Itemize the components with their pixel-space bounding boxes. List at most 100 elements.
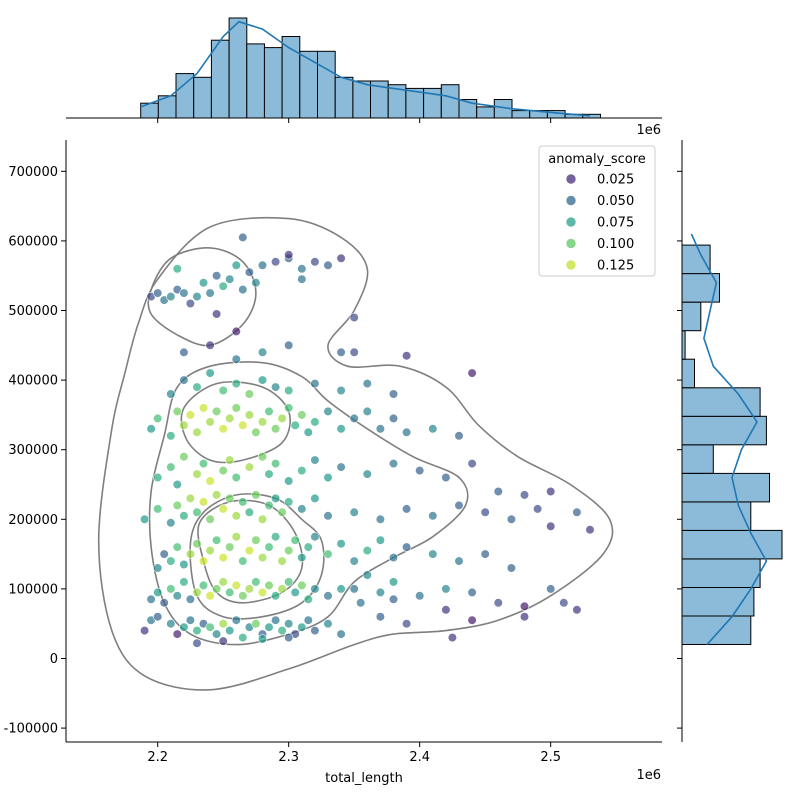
scatter-point [244, 267, 254, 277]
scatter-point [447, 632, 458, 643]
scatter-point [297, 622, 307, 632]
scatter-point [166, 518, 176, 528]
scatter-point [290, 535, 300, 545]
kde-contours [97, 216, 614, 691]
scatter-point [231, 615, 241, 625]
scatter-point [532, 504, 543, 514]
scatter-point [231, 379, 241, 389]
scatter-point [185, 298, 195, 309]
scatter-point [212, 309, 222, 319]
scatter-point [310, 417, 320, 427]
scatter-point [205, 417, 215, 427]
main-scatter-panel: 2.2 2.3 2.4 2.5 -100000 0 100000 200000 300000 40… [4, 140, 662, 765]
x-tick-label: 2.2 [147, 750, 168, 765]
scatter-point [238, 591, 248, 601]
scatter-point [356, 598, 366, 608]
scatter-point [336, 539, 346, 549]
main-axes: 2.2 2.3 2.4 2.5 -100000 0 100000 200000 300000 40… [4, 140, 662, 765]
scatter-point [284, 497, 294, 507]
legend: anomaly_score 0.025 0.050 0.075 0.100 0.125 [538, 145, 656, 277]
scatter-point [244, 507, 254, 517]
scatter-point [264, 542, 274, 552]
scatter-point [428, 549, 438, 559]
scatter-point [192, 427, 202, 437]
scatter-point [212, 584, 222, 594]
kde-contour-line [147, 247, 257, 347]
scatter-point [185, 594, 195, 604]
scatter-point [349, 507, 359, 517]
scatter-point [271, 424, 281, 434]
top-hist-bar [476, 106, 495, 119]
scatter-point [238, 420, 248, 430]
x-offset-label-top: 1e6 [636, 123, 661, 138]
scatter-point [257, 587, 268, 598]
scatter-point [172, 591, 182, 601]
scatter-point [218, 385, 228, 396]
scatter-point [546, 486, 556, 497]
scatter-point [172, 264, 182, 274]
right-hist-bar [681, 529, 783, 560]
scatter-point [284, 340, 294, 350]
scatter-point [323, 549, 333, 559]
right-hist-bar [681, 387, 761, 417]
scatter-point [362, 469, 372, 479]
scatter-point [336, 629, 346, 639]
scatter-point [205, 514, 215, 524]
scatter-point [271, 493, 281, 504]
scatter-point [238, 232, 248, 242]
scatter-point [264, 406, 274, 417]
top-hist-bar [511, 110, 531, 119]
scatter-point [336, 385, 346, 396]
scatter-point [192, 382, 202, 392]
scatter-point [454, 500, 464, 511]
scatter-point [225, 455, 235, 465]
y-tick-label: -100000 [4, 722, 58, 737]
scatter-point [179, 559, 189, 570]
scatter-point [192, 469, 202, 479]
scatter-point [218, 424, 228, 434]
y-tick-label: 300000 [8, 443, 58, 458]
kde-contour-line [148, 361, 469, 646]
scatter-point [257, 417, 268, 427]
scatter-point [336, 462, 346, 472]
scatter-point [205, 288, 215, 298]
scatter-point [185, 493, 195, 504]
scatter-point [153, 563, 163, 573]
scatter-point [212, 490, 222, 500]
scatter-point [172, 500, 182, 511]
scatter-point [185, 615, 195, 625]
scatter-point [349, 413, 359, 424]
scatter-point [375, 424, 386, 434]
scatter-point [271, 382, 281, 392]
scatter-point [297, 466, 307, 476]
scatter-point [585, 525, 595, 535]
scatter-point [153, 413, 163, 424]
legend-label: 0.075 [597, 216, 634, 231]
top-hist-bar [210, 39, 230, 119]
scatter-point [415, 466, 425, 476]
scatter-point [153, 504, 163, 514]
scatter-point [290, 420, 300, 430]
x-tick-label: 2.4 [409, 750, 430, 765]
scatter-point [212, 406, 222, 417]
scatter-point [257, 347, 268, 357]
scatter-point [218, 552, 228, 563]
scatter-point [519, 612, 530, 622]
scatter-point [428, 424, 438, 434]
legend-label: 0.100 [597, 237, 634, 252]
scatter-point [402, 427, 412, 437]
scatter-point [238, 632, 248, 643]
legend-title: anomaly_score [548, 152, 646, 167]
scatter-point [323, 619, 333, 629]
scatter-point [166, 292, 176, 302]
scatter-point [251, 619, 261, 629]
scatter-point [185, 410, 195, 420]
scatter-point [225, 625, 235, 636]
scatter-point [192, 587, 202, 598]
scatter-point [375, 514, 386, 524]
y-tick-label: 0 [50, 652, 58, 667]
scatter-point [166, 462, 176, 472]
scatter-point [467, 459, 477, 469]
